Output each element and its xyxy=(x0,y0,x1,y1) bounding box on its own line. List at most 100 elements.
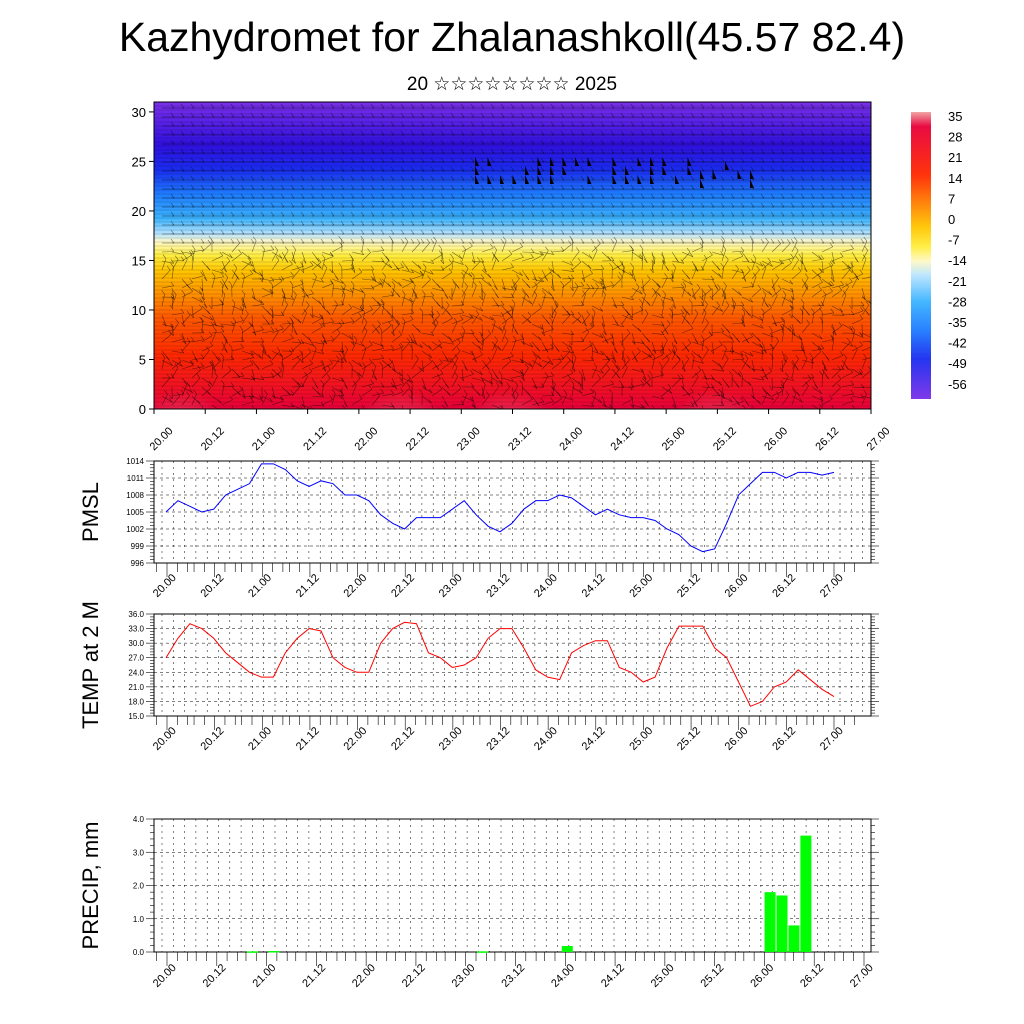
wind-barb xyxy=(221,399,233,406)
wind-barb xyxy=(501,287,514,291)
wind-barb-flag xyxy=(213,326,217,331)
wind-barb xyxy=(601,404,614,409)
wind-barb xyxy=(781,359,784,372)
wind-barb xyxy=(821,246,833,253)
wind-barb xyxy=(791,270,802,280)
wind-barb-flag xyxy=(850,121,855,127)
wind-barb-flag xyxy=(183,380,187,386)
wind-flag xyxy=(625,175,629,184)
wind-barb-flag xyxy=(670,202,675,208)
wind-barb-flag xyxy=(780,259,784,265)
wind-barb-flag xyxy=(560,238,565,244)
wind-barb-flag xyxy=(230,175,235,181)
wind-barb xyxy=(411,260,422,270)
wind-barb-flag xyxy=(795,365,799,371)
wind-barb xyxy=(241,294,246,307)
wind-barb xyxy=(561,372,574,379)
wind-barb-flag xyxy=(162,254,167,259)
wind-barb-flag xyxy=(570,121,575,127)
wind-barb xyxy=(211,269,224,274)
wind-barb xyxy=(561,378,571,388)
wind-barb-flag xyxy=(720,139,725,145)
wind-barb xyxy=(401,269,414,274)
wind-barb-flag xyxy=(600,229,605,235)
wind-barb-flag xyxy=(840,157,845,163)
wind-barb xyxy=(161,334,172,343)
wind-barb-flag xyxy=(430,291,435,297)
wind-barb-flag xyxy=(800,148,805,154)
wind-barb-flag xyxy=(732,299,736,304)
wind-barb-flag xyxy=(252,331,257,336)
wind-barb-flag xyxy=(589,340,593,346)
wind-barb-flag xyxy=(650,148,655,154)
wind-barb-flag xyxy=(319,322,323,328)
wind-barb-flag xyxy=(629,394,633,400)
wind-barb-flag xyxy=(463,389,468,395)
wind-barb-flag xyxy=(390,389,395,395)
wind-barb xyxy=(831,369,841,379)
wind-barb-flag xyxy=(200,157,205,163)
wind-barb-flag xyxy=(190,238,195,244)
wind-barb-flag xyxy=(379,361,384,367)
wind-barb-flag xyxy=(284,300,288,305)
wind-barb-flag xyxy=(220,166,225,172)
wind-barb-flag xyxy=(810,184,815,190)
wind-barb-flag xyxy=(182,340,187,345)
wind-barb-flag xyxy=(730,184,735,190)
wind-barb xyxy=(571,340,584,343)
wind-barb-flag xyxy=(500,184,505,190)
wind-barb-flag xyxy=(752,272,757,277)
wind-flag xyxy=(575,157,579,166)
wind-barb-flag xyxy=(460,175,465,181)
wind-barb-flag xyxy=(289,280,294,286)
wind-barb-flag xyxy=(843,353,847,359)
wind-barb xyxy=(461,330,465,343)
wind-barb-flag xyxy=(664,273,668,278)
wind-barb-flag xyxy=(239,325,244,331)
wind-barb xyxy=(461,359,468,371)
wind-barb-flag xyxy=(687,291,692,297)
wind-barb xyxy=(861,357,867,370)
wind-barb xyxy=(191,366,204,370)
wind-barb-flag xyxy=(749,332,753,337)
wind-barb-flag xyxy=(729,397,733,403)
wind-barb xyxy=(231,277,238,289)
wind-barb-flag xyxy=(800,211,805,217)
wind-barb-flag xyxy=(419,307,424,313)
wind-barb xyxy=(461,395,474,402)
wind-barb xyxy=(211,276,224,280)
wind-barb-flag xyxy=(630,211,635,217)
wind-barb-flag xyxy=(860,157,865,163)
wind-barb xyxy=(301,305,310,316)
wind-barb-flag xyxy=(410,338,415,343)
wind-barb-flag xyxy=(420,121,425,127)
isotherm-lines xyxy=(154,102,871,409)
wind-barb-flag xyxy=(578,370,583,376)
wind-barb-flag xyxy=(500,157,505,163)
wind-barb-flag xyxy=(570,348,575,353)
wind-barb-flag xyxy=(189,278,193,283)
wind-barb xyxy=(171,251,184,255)
wind-barb xyxy=(811,404,819,409)
wind-barb xyxy=(231,320,244,325)
wind-barb-flag xyxy=(698,354,702,359)
wind-barb-flag xyxy=(770,148,775,154)
wind-barb-flag xyxy=(310,139,315,145)
wind-barb xyxy=(271,278,284,281)
wind-barb-flag xyxy=(260,130,265,136)
wind-barb-flag xyxy=(461,326,465,331)
wind-barb xyxy=(551,361,562,370)
wind-barb-flag xyxy=(420,184,425,190)
wind-barb-flag xyxy=(488,370,493,376)
wind-barb-flag xyxy=(400,121,405,127)
wind-barb-flag xyxy=(309,359,313,364)
wind-barbs xyxy=(161,103,871,409)
wind-barb xyxy=(401,294,406,307)
wind-barb-flag xyxy=(763,348,767,354)
wind-barb-flag xyxy=(520,202,525,208)
wind-barb-flag xyxy=(297,339,302,344)
wind-barb-flag xyxy=(278,277,283,282)
wind-barb-flag xyxy=(850,211,855,217)
wind-barb-flag xyxy=(850,310,855,315)
